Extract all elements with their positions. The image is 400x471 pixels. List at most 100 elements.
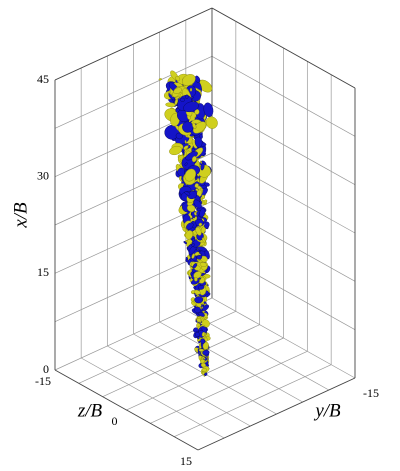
vortex-blob <box>204 221 210 229</box>
vortex-blob <box>189 88 193 92</box>
vertical-tick-label: 15 <box>37 265 49 279</box>
vortex-blob <box>200 160 202 164</box>
vortex-blob <box>192 121 207 134</box>
vortex-blob <box>196 302 202 308</box>
grid-line <box>211 152 356 234</box>
isosurface <box>158 70 218 377</box>
grid-line <box>211 201 356 282</box>
vortex-blob <box>201 356 206 360</box>
vortex-blob <box>184 148 187 153</box>
vortex-blob <box>169 145 183 156</box>
vortex-blob <box>201 331 206 337</box>
grid-line <box>174 364 332 437</box>
vortex-blob <box>183 101 200 113</box>
vortex-blob <box>200 163 205 171</box>
vertical-axis-label: x/B <box>10 202 31 229</box>
axis-edge <box>54 7 213 81</box>
vortex-blob <box>200 359 205 364</box>
axis-edge <box>197 377 356 451</box>
vortex-blob <box>185 230 194 240</box>
vortex-blob <box>196 254 203 260</box>
vortex-blob <box>195 332 200 337</box>
vortex-blob <box>201 368 207 372</box>
vortex-blob <box>185 256 189 261</box>
vortex-blob <box>194 289 201 295</box>
left-tick-label: 0 <box>112 414 118 428</box>
left-axis-label: z/B <box>77 400 103 421</box>
vortex-blob <box>181 74 196 86</box>
vortex-blob <box>175 76 181 82</box>
vortex-blob <box>202 349 210 356</box>
vortex-blob <box>194 136 203 148</box>
axis-edge <box>211 7 356 89</box>
vortex-blob <box>194 277 198 282</box>
vortex-blob <box>199 208 206 218</box>
vortex-blob <box>184 140 187 144</box>
left-tick-label: -15 <box>35 374 51 388</box>
vortex-blob <box>174 98 179 106</box>
vortex-blob <box>184 191 191 196</box>
vertical-tick-label: 0 <box>43 362 49 376</box>
vortex-blob <box>204 372 208 376</box>
vortex-blob <box>173 87 182 94</box>
vortex-blob <box>199 262 207 267</box>
vortex-blob <box>194 109 200 115</box>
vortex-blob <box>199 187 204 191</box>
vortex-blob <box>202 304 209 311</box>
vortex-blob <box>197 246 207 252</box>
vortex-blob <box>187 190 198 200</box>
grid-line <box>150 351 308 424</box>
vortex-blob <box>165 102 176 108</box>
vortex-blob <box>184 94 189 99</box>
vortex-blob <box>194 251 200 256</box>
vortex-blob <box>184 168 197 182</box>
vortex-blob <box>193 271 202 279</box>
vortex-blob <box>194 75 201 83</box>
grid-line <box>211 297 356 379</box>
axis-edge <box>54 369 199 451</box>
vortex-blob <box>194 296 204 304</box>
grid-line <box>211 249 356 330</box>
vortex-blob <box>204 316 209 320</box>
vortex-blob <box>191 156 197 163</box>
vertical-tick-label: 30 <box>37 168 49 182</box>
vortex-blob <box>200 338 206 344</box>
vortex-blob <box>194 211 197 216</box>
vortex-blob <box>200 362 206 368</box>
vortex-blob <box>201 194 205 200</box>
vortex-blob <box>183 241 187 245</box>
grid-line <box>107 345 251 427</box>
vortex-blob <box>205 116 218 129</box>
vortex-blob <box>198 312 205 317</box>
vortex-blob <box>196 317 201 323</box>
vortex-blob <box>203 102 214 118</box>
right-tick-label: -15 <box>363 386 379 400</box>
vortex-blob <box>201 237 206 243</box>
vortex-blob <box>192 122 197 130</box>
vortex-blob <box>187 204 196 213</box>
vortex-blob <box>198 222 203 227</box>
vortex-blob <box>194 183 199 188</box>
vortex-blob <box>203 199 208 204</box>
vertical-tick-label: 45 <box>37 72 49 86</box>
vortex-blob <box>191 243 195 247</box>
vortex-blob <box>198 285 205 290</box>
vortex-blob <box>182 121 194 133</box>
vortex-blob <box>193 199 202 209</box>
vortex-blob <box>204 182 210 187</box>
vortex-blob <box>186 222 194 230</box>
vortex-blob <box>180 97 185 102</box>
vortex-blob <box>195 226 202 236</box>
grid-line <box>54 297 213 371</box>
grid-line <box>54 56 213 129</box>
vortex-blob <box>191 301 196 307</box>
vortex-blob <box>184 162 188 166</box>
vortex-blob <box>191 238 196 242</box>
vortex-blob <box>183 145 189 150</box>
vortex-blob <box>158 78 162 81</box>
vortex-blob <box>192 263 198 269</box>
right-axis-label: y/B <box>313 400 341 421</box>
vortex-blob <box>174 96 180 100</box>
